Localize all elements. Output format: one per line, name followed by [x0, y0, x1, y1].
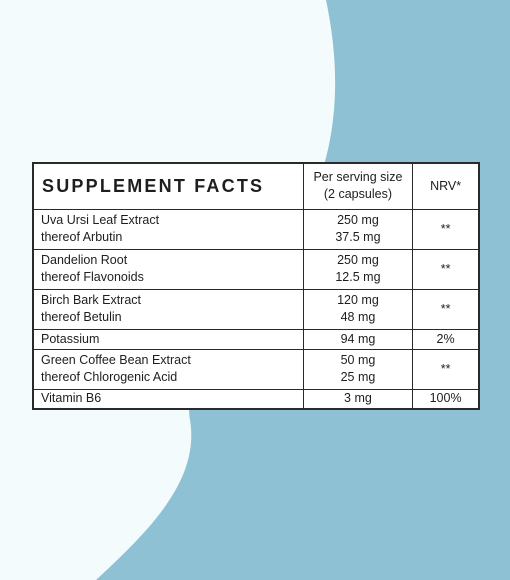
ingredient-amount-line2: 37.5 mg — [335, 230, 381, 244]
ingredient-name-line1: Birch Bark Extract — [41, 293, 142, 307]
ingredient-amount-line1: 120 mg — [337, 293, 379, 307]
ingredient-amount-line1: 250 mg — [337, 213, 379, 227]
header-nrv: NRV* — [412, 162, 480, 210]
ingredient-amount-line2: 25 mg — [340, 370, 376, 384]
header-serving-size-line1: Per serving size — [313, 170, 403, 185]
ingredient-nrv: ** — [412, 348, 480, 390]
ingredient-name: Birch Bark Extract thereof Betulin — [32, 288, 304, 330]
ingredient-name: Vitamin B6 — [32, 388, 304, 410]
ingredient-amount: 250 mg 12.5 mg — [302, 248, 414, 290]
ingredient-amount-line2: 48 mg — [340, 310, 376, 324]
ingredient-name-line2: thereof Betulin — [41, 310, 122, 324]
table-row: Birch Bark Extract thereof Betulin 120 m… — [32, 288, 480, 330]
ingredient-name: Green Coffee Bean Extract thereof Chloro… — [32, 348, 304, 390]
ingredient-name: Uva Ursi Leaf Extract thereof Arbutin — [32, 208, 304, 250]
ingredient-name-line2: thereof Chlorogenic Acid — [41, 370, 178, 384]
table-title: SUPPLEMENT FACTS — [32, 162, 304, 210]
ingredient-amount-line1: 50 mg — [340, 353, 376, 367]
ingredient-amount: 50 mg 25 mg — [302, 348, 414, 390]
ingredient-nrv: ** — [412, 248, 480, 290]
ingredient-amount: 3 mg — [302, 388, 414, 410]
header-serving-size-line2: (2 capsules) — [323, 187, 392, 202]
table-row: Uva Ursi Leaf Extract thereof Arbutin 25… — [32, 208, 480, 250]
supplement-facts-table: SUPPLEMENT FACTS Per serving size (2 cap… — [32, 162, 480, 410]
ingredient-name-line2: thereof Arbutin — [41, 230, 123, 244]
ingredient-amount: 250 mg 37.5 mg — [302, 208, 414, 250]
header-serving-size: Per serving size (2 capsules) — [302, 162, 414, 210]
table-row: Dandelion Root thereof Flavonoids 250 mg… — [32, 248, 480, 290]
ingredient-name-line2: thereof Flavonoids — [41, 270, 144, 284]
ingredient-amount: 94 mg — [302, 328, 414, 350]
ingredient-name-line1: Green Coffee Bean Extract — [41, 353, 191, 367]
ingredient-amount: 120 mg 48 mg — [302, 288, 414, 330]
ingredient-name-line1: Uva Ursi Leaf Extract — [41, 213, 160, 227]
ingredient-amount-line2: 12.5 mg — [335, 270, 381, 284]
table-row: Potassium 94 mg 2% — [32, 328, 480, 350]
ingredient-nrv: 2% — [412, 328, 480, 350]
ingredient-amount-line1: 250 mg — [337, 253, 379, 267]
ingredient-name-line1: Dandelion Root — [41, 253, 128, 267]
table-header-row: SUPPLEMENT FACTS Per serving size (2 cap… — [32, 162, 480, 210]
ingredient-name: Potassium — [32, 328, 304, 350]
ingredient-nrv: ** — [412, 208, 480, 250]
ingredient-nrv: 100% — [412, 388, 480, 410]
table-row: Vitamin B6 3 mg 100% — [32, 388, 480, 410]
ingredient-name: Dandelion Root thereof Flavonoids — [32, 248, 304, 290]
ingredient-nrv: ** — [412, 288, 480, 330]
table-row: Green Coffee Bean Extract thereof Chloro… — [32, 348, 480, 390]
